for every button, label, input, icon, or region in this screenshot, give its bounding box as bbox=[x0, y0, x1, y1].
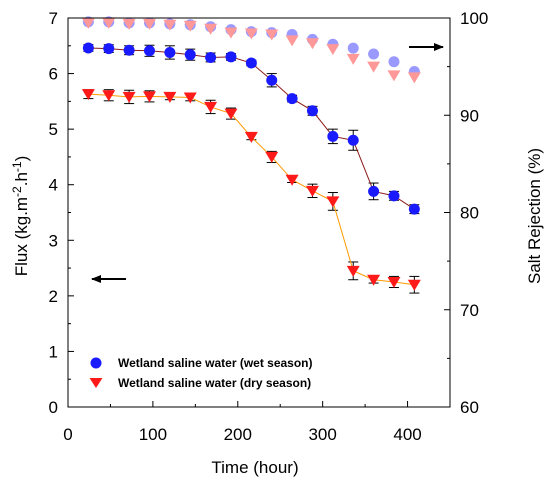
data-point bbox=[347, 134, 359, 146]
legend-label-wet: Wetland saline water (wet season) bbox=[118, 356, 313, 370]
data-point bbox=[266, 74, 278, 86]
data-point bbox=[244, 28, 258, 40]
data-point bbox=[346, 53, 360, 65]
marker-layer bbox=[81, 16, 421, 291]
data-point bbox=[368, 48, 380, 60]
data-point bbox=[244, 131, 258, 143]
data-point bbox=[164, 46, 176, 58]
data-point bbox=[285, 174, 299, 186]
data-point bbox=[327, 130, 339, 142]
y-axis-left-title: Flux (kg.m-2.h-1) bbox=[10, 156, 31, 277]
x-tick-label: 300 bbox=[308, 425, 336, 444]
data-point bbox=[224, 108, 238, 120]
y-left-tick-label: 6 bbox=[49, 65, 58, 84]
data-point bbox=[285, 35, 299, 47]
data-point bbox=[306, 105, 318, 117]
data-point bbox=[163, 91, 177, 103]
data-point bbox=[183, 92, 197, 104]
error-bar-layer bbox=[83, 44, 420, 294]
x-tick-label: 100 bbox=[139, 425, 167, 444]
data-point bbox=[245, 57, 257, 69]
axis-layer: 0 100 200 300 400 0 1 2 3 4 5 6 7 60 70 80 90 100 bbox=[49, 9, 489, 444]
data-point bbox=[286, 93, 298, 105]
x-tick-label: 0 bbox=[63, 425, 72, 444]
y-left-tick-label: 7 bbox=[49, 9, 58, 28]
data-point bbox=[224, 27, 238, 39]
y-right-tick-label: 60 bbox=[460, 398, 479, 417]
x-axis-title: Time (hour) bbox=[211, 458, 298, 477]
data-point bbox=[265, 29, 279, 41]
data-point bbox=[142, 18, 156, 30]
data-point bbox=[103, 43, 115, 55]
x-tick-label: 200 bbox=[224, 425, 252, 444]
data-point bbox=[204, 23, 218, 35]
series-line-layer bbox=[88, 47, 415, 286]
y-right-tick-label: 70 bbox=[460, 301, 479, 320]
data-point bbox=[183, 20, 197, 32]
series-line bbox=[88, 47, 415, 210]
data-point bbox=[122, 18, 136, 30]
data-point bbox=[204, 101, 218, 113]
data-point bbox=[368, 185, 380, 197]
data-point bbox=[408, 203, 420, 215]
data-point bbox=[326, 44, 340, 56]
y-right-tick-label: 80 bbox=[460, 204, 479, 223]
data-point bbox=[326, 196, 340, 208]
y-left-tick-label: 1 bbox=[49, 342, 58, 361]
y-left-tick-label: 4 bbox=[49, 176, 58, 195]
data-point bbox=[81, 17, 95, 29]
data-point bbox=[305, 185, 319, 197]
x-tick-label: 400 bbox=[393, 425, 421, 444]
y-right-tick-label: 100 bbox=[460, 9, 488, 28]
data-point bbox=[388, 56, 400, 68]
data-point bbox=[265, 151, 279, 163]
data-point bbox=[122, 91, 136, 103]
data-point bbox=[102, 90, 116, 102]
y-left-tick-label: 2 bbox=[49, 287, 58, 306]
data-point bbox=[388, 190, 400, 202]
y-axis-right-title: Salt Rejection (%) bbox=[525, 148, 544, 284]
data-point bbox=[102, 17, 116, 29]
data-point bbox=[367, 274, 381, 286]
y-left-tick-label: 0 bbox=[49, 398, 58, 417]
y-left-tick-label: 5 bbox=[49, 120, 58, 139]
legend-marker-wet bbox=[90, 357, 102, 369]
data-point bbox=[82, 42, 94, 54]
data-point bbox=[387, 70, 401, 82]
legend: Wetland saline water (wet season) Wetlan… bbox=[89, 356, 313, 390]
data-point bbox=[407, 72, 421, 84]
data-point bbox=[387, 276, 401, 288]
data-point bbox=[346, 265, 360, 277]
y-right-tick-label: 90 bbox=[460, 106, 479, 125]
y-left-tick-label: 3 bbox=[49, 231, 58, 250]
data-point bbox=[347, 42, 359, 54]
data-point bbox=[407, 279, 421, 291]
legend-marker-dry bbox=[89, 378, 103, 388]
data-point bbox=[205, 51, 217, 63]
data-point bbox=[81, 89, 95, 101]
data-point bbox=[367, 61, 381, 73]
data-point bbox=[143, 45, 155, 57]
legend-label-dry: Wetland saline water (dry season) bbox=[118, 376, 311, 390]
series-line bbox=[88, 93, 415, 286]
data-point bbox=[142, 91, 156, 103]
data-point bbox=[163, 19, 177, 31]
data-point bbox=[305, 38, 319, 50]
data-point bbox=[225, 51, 237, 63]
data-point bbox=[123, 44, 135, 56]
data-point bbox=[184, 49, 196, 61]
